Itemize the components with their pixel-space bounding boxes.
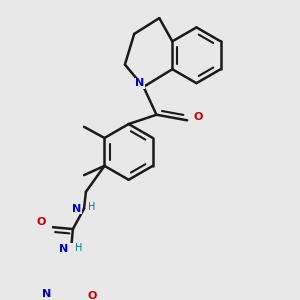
Text: H: H [75,243,82,253]
Text: N: N [72,204,81,214]
Text: O: O [194,112,203,122]
Text: O: O [37,217,46,226]
Text: N: N [135,78,144,88]
Text: N: N [59,244,68,254]
Text: H: H [88,202,95,212]
Text: O: O [88,291,97,300]
Text: N: N [42,289,52,299]
